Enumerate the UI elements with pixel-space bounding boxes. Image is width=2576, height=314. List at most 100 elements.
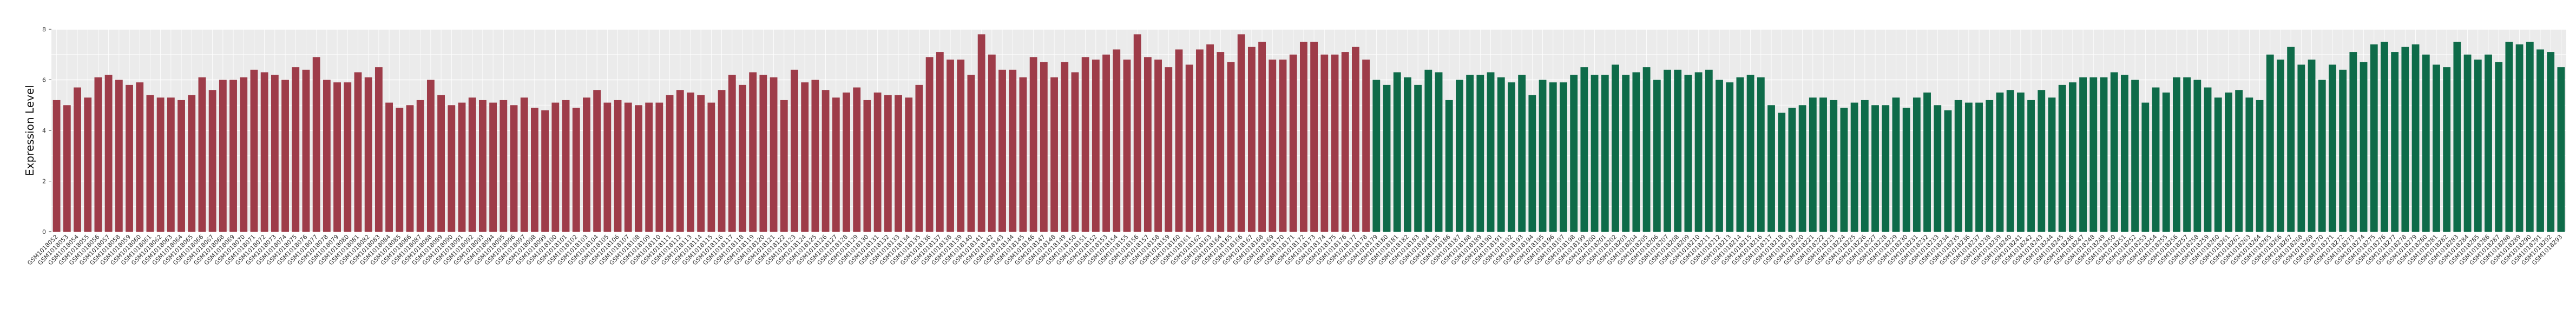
- bar: [1539, 80, 1547, 232]
- bar: [385, 102, 393, 232]
- bar: [500, 100, 508, 232]
- bar: [448, 105, 456, 232]
- bar: [354, 72, 362, 232]
- bar: [531, 107, 538, 232]
- bar: [1383, 84, 1391, 232]
- bar: [1175, 49, 1183, 232]
- bar: [2391, 52, 2399, 232]
- bar: [925, 57, 934, 232]
- bar: [406, 105, 414, 232]
- bar: [645, 102, 653, 232]
- bar: [1788, 107, 1796, 232]
- bar: [2068, 82, 2076, 232]
- bar: [1694, 72, 1703, 232]
- bar: [1913, 97, 1921, 232]
- bar: [1320, 54, 1329, 232]
- bar: [1632, 72, 1640, 232]
- bar: [1289, 54, 1297, 232]
- bar: [1716, 80, 1723, 232]
- bar: [1705, 69, 1713, 232]
- bar: [1351, 47, 1359, 232]
- bar: [219, 80, 227, 232]
- bar: [666, 95, 674, 232]
- bar: [2557, 67, 2565, 232]
- bar: [458, 102, 466, 232]
- bar: [2110, 72, 2118, 232]
- bar: [250, 69, 258, 232]
- bar: [2526, 42, 2534, 232]
- bar: [1071, 72, 1079, 232]
- bar: [1435, 72, 1443, 232]
- bar: [1185, 64, 1193, 232]
- bar: [478, 100, 487, 232]
- bar: [323, 80, 331, 232]
- bar: [2204, 87, 2212, 232]
- bar: [2131, 80, 2139, 232]
- bar: [1580, 67, 1588, 232]
- bar: [1882, 105, 1890, 232]
- bar: [1570, 75, 1578, 232]
- bar: [801, 82, 809, 232]
- bar: [1476, 75, 1484, 232]
- bar: [1019, 77, 1027, 232]
- bar: [1560, 82, 1567, 232]
- bar: [2235, 90, 2243, 232]
- bar: [1549, 82, 1557, 232]
- bar: [1757, 77, 1765, 232]
- bar: [198, 77, 206, 232]
- bar: [1975, 102, 1983, 232]
- bar: [853, 87, 861, 232]
- bar: [1778, 113, 1786, 232]
- y-axis-ticks: 0 2 4 6 8: [42, 26, 51, 236]
- bar: [2100, 77, 2108, 232]
- bar: [1414, 84, 1422, 232]
- bar: [1456, 80, 1463, 232]
- bar: [1684, 75, 1692, 232]
- bar: [791, 69, 798, 232]
- bar: [895, 95, 902, 232]
- bar: [2193, 80, 2202, 232]
- bar: [2349, 52, 2357, 232]
- bar: [2079, 77, 2087, 232]
- bar: [1009, 69, 1017, 232]
- bar: [1861, 100, 1869, 232]
- bar: [2183, 77, 2191, 232]
- y-tick-label: 6: [42, 77, 46, 84]
- bar: [2297, 64, 2305, 232]
- bar: [1466, 75, 1474, 232]
- bar: [489, 102, 497, 232]
- bar: [728, 75, 736, 232]
- bar: [1154, 60, 1162, 232]
- bar: [2495, 62, 2503, 232]
- bar: [635, 105, 642, 232]
- bar: [167, 97, 175, 232]
- bar: [1508, 82, 1515, 232]
- bar: [1736, 77, 1744, 232]
- bar: [1372, 80, 1381, 232]
- bar: [1642, 67, 1651, 232]
- bar: [1934, 105, 1942, 232]
- bar: [1092, 60, 1100, 232]
- bar: [2433, 64, 2440, 232]
- bar: [1195, 49, 1204, 232]
- bar: [1445, 100, 1453, 232]
- bar: [2443, 67, 2451, 232]
- bar: [2277, 60, 2284, 232]
- bar: [1237, 34, 1245, 232]
- bar: [2515, 44, 2524, 232]
- bar: [146, 95, 154, 232]
- bar: [104, 75, 113, 232]
- bar: [572, 107, 580, 232]
- bar: [1830, 100, 1838, 232]
- bar: [957, 60, 965, 232]
- bar: [624, 102, 632, 232]
- bar: [2058, 84, 2066, 232]
- bar: [1902, 107, 1910, 232]
- bar: [271, 75, 279, 232]
- bar: [2266, 54, 2274, 232]
- bar: [468, 97, 476, 232]
- bar: [115, 80, 123, 232]
- bar: [2536, 49, 2544, 232]
- bar: [312, 57, 320, 232]
- bar: [967, 75, 975, 232]
